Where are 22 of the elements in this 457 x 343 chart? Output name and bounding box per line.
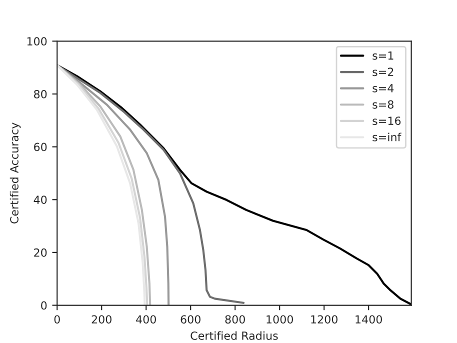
legend-label: s=1	[372, 52, 394, 60]
x-tick-label: 1200	[311, 315, 338, 324]
x-tick-label: 800	[225, 315, 245, 324]
y-tick-label: 80	[34, 90, 47, 98]
x-tick-label: 1400	[356, 315, 382, 324]
legend-label: s=4	[372, 84, 394, 92]
legend-label: s=16	[372, 116, 401, 125]
y-tick-label: 0	[41, 301, 47, 310]
y-tick-label: 20	[34, 248, 47, 257]
legend-label: s=8	[372, 100, 394, 109]
x-axis-title: Certified Radius	[190, 331, 278, 340]
y-tick-label: 40	[34, 196, 47, 204]
x-tick-label: 0	[54, 315, 60, 324]
legend-label: s=2	[372, 68, 394, 76]
y-tick-label: 60	[34, 142, 47, 152]
y-tick-label: 100	[27, 37, 47, 46]
x-tick-label: 400	[136, 315, 156, 324]
x-tick-label: 200	[92, 315, 112, 324]
legend-label: s=inf	[372, 132, 402, 142]
x-tick-label: 600	[180, 315, 200, 324]
y-axis-title: Certified Accuracy	[10, 122, 21, 224]
x-tick-label: 1000	[266, 315, 293, 324]
